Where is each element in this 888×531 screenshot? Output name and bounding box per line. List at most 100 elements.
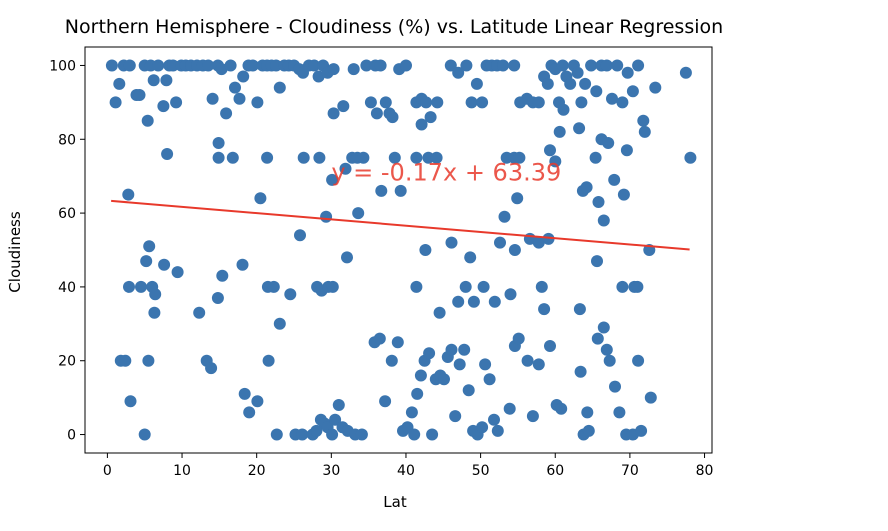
data-point <box>555 402 568 415</box>
data-point <box>123 59 136 72</box>
data-point <box>621 66 634 79</box>
data-point <box>564 77 577 90</box>
data-point <box>388 151 401 164</box>
data-point <box>226 151 239 164</box>
data-point <box>415 118 428 131</box>
data-point <box>370 107 383 120</box>
y-axis-ticks: 0 20 40 60 80 100 <box>49 58 85 444</box>
data-point <box>549 155 562 168</box>
data-point <box>420 96 433 109</box>
data-point <box>597 321 610 334</box>
data-point <box>426 428 439 441</box>
data-point <box>193 306 206 319</box>
data-point <box>379 96 392 109</box>
data-point <box>459 280 472 293</box>
data-point <box>571 66 584 79</box>
data-point <box>410 151 423 164</box>
data-point <box>142 354 155 367</box>
data-point <box>491 424 504 437</box>
data-point <box>254 192 267 205</box>
data-point <box>589 151 602 164</box>
data-point <box>243 406 256 419</box>
data-point <box>573 303 586 316</box>
data-point <box>465 96 478 109</box>
x-tick-label: 70 <box>621 463 639 479</box>
data-point <box>460 59 473 72</box>
data-point <box>541 77 554 90</box>
data-point <box>391 336 404 349</box>
data-point <box>511 192 524 205</box>
data-point <box>310 424 323 437</box>
data-point <box>374 59 387 72</box>
data-point <box>430 151 443 164</box>
data-point <box>236 258 249 271</box>
data-point <box>270 59 283 72</box>
data-point <box>408 428 421 441</box>
data-point <box>296 428 309 441</box>
data-point <box>684 151 697 164</box>
data-point <box>637 114 650 127</box>
data-point <box>532 358 545 371</box>
y-tick-label: 100 <box>49 58 76 74</box>
data-point <box>632 354 645 367</box>
x-tick-label: 60 <box>546 463 564 479</box>
data-point <box>445 343 458 356</box>
data-point <box>270 428 283 441</box>
regression-line <box>111 199 690 251</box>
data-point <box>488 413 500 426</box>
data-point <box>133 89 146 101</box>
data-point <box>449 410 462 423</box>
data-point <box>497 59 509 72</box>
data-point <box>251 395 264 408</box>
data-point <box>212 137 225 149</box>
data-point <box>467 295 480 308</box>
data-point <box>538 303 551 316</box>
data-point <box>679 66 692 79</box>
data-point <box>113 77 126 90</box>
data-point <box>609 380 621 393</box>
data-point <box>414 369 427 382</box>
data-point <box>375 184 388 197</box>
plot-frame <box>84 46 713 454</box>
y-tick-label: 0 <box>67 428 76 444</box>
data-point <box>237 70 250 83</box>
data-point <box>320 210 333 223</box>
data-point <box>574 365 587 378</box>
data-point <box>216 269 229 282</box>
data-point <box>158 258 171 271</box>
data-point <box>616 280 629 293</box>
data-point <box>613 406 626 419</box>
data-point <box>161 148 174 160</box>
data-point <box>575 96 588 109</box>
data-point <box>606 92 618 105</box>
data-point <box>233 92 246 105</box>
data-point <box>312 70 325 83</box>
data-point <box>532 96 545 109</box>
x-axis-label: Lat <box>383 493 407 511</box>
data-point <box>635 424 648 437</box>
data-point <box>410 280 423 293</box>
data-point <box>224 59 237 72</box>
data-point <box>267 280 280 293</box>
data-point <box>503 402 516 415</box>
data-point <box>347 63 360 76</box>
data-point <box>452 66 465 79</box>
data-point <box>438 373 450 386</box>
data-point <box>638 125 651 138</box>
data-point <box>582 424 595 437</box>
data-point <box>123 280 135 293</box>
data-point <box>146 280 159 293</box>
data-point <box>400 59 412 72</box>
data-point <box>542 232 555 245</box>
data-point <box>592 196 605 208</box>
data-point <box>620 144 633 157</box>
data-point <box>579 77 592 90</box>
data-point <box>476 96 489 109</box>
data-point <box>580 181 593 194</box>
data-point <box>326 173 339 186</box>
x-tick-label: 30 <box>322 463 340 479</box>
data-point <box>326 428 339 441</box>
x-tick-label: 10 <box>173 463 191 479</box>
data-point <box>603 354 616 367</box>
data-point <box>600 59 613 72</box>
